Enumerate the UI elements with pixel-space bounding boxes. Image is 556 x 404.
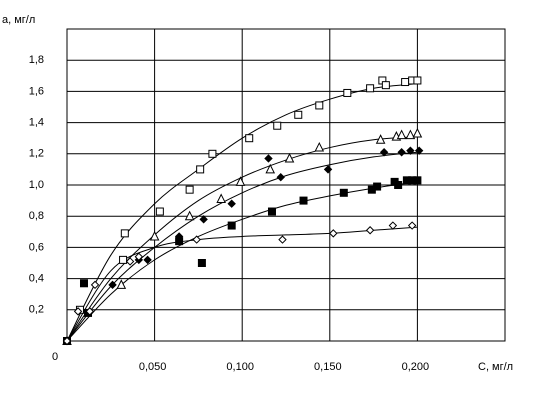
y-tick-label: 0,2 [29,304,44,316]
point [185,185,194,194]
x-tick-label: 0,200 [402,361,430,373]
point [414,146,424,155]
point [396,129,407,140]
point [375,134,386,144]
point [79,279,88,288]
point [315,101,324,110]
point [397,148,406,157]
y-tick-label: 1,2 [29,148,44,160]
point [267,207,276,216]
y-tick-label: 0,8 [29,210,44,222]
point [227,199,236,208]
x-axis-label: С, мг/л [478,361,513,373]
point [365,226,375,235]
point [199,215,208,224]
point [134,252,144,261]
fit-curve [66,83,418,342]
point [405,129,416,140]
point [314,141,325,152]
point [412,127,423,138]
point [265,163,276,174]
point [175,237,184,246]
point [264,154,273,163]
point [149,230,160,241]
point [155,207,164,216]
y-tick-label: 1,6 [29,85,44,97]
point [62,336,72,346]
point [406,146,415,155]
y-tick-label: 0,6 [29,241,44,253]
point [116,279,127,289]
y-tick-label: 1,4 [29,117,44,129]
point [73,307,83,316]
point [379,148,389,157]
x-tick-label: 0,150 [314,361,342,373]
point [245,134,254,143]
point [366,84,375,93]
fit-curve [66,136,418,342]
point [192,235,201,244]
point [413,76,422,85]
point [407,221,417,230]
point [108,280,117,290]
point [299,196,308,205]
x-tick-label: 0,100 [226,361,254,373]
point [401,78,410,87]
point [184,210,195,221]
point [143,255,152,265]
x-tick-label: 0,050 [139,361,167,373]
point [196,165,205,174]
point [323,165,333,174]
point [276,172,285,182]
y-axis-label: а, мг/л [2,14,35,26]
point [343,88,352,97]
point [273,121,282,130]
point [413,176,422,185]
fit-curve [66,226,418,342]
point [208,149,217,158]
x-tick-label: 0 [52,351,58,363]
point [373,182,382,191]
point [235,176,246,186]
point [227,221,236,230]
point [284,152,295,163]
point [125,257,135,266]
point [119,255,128,264]
point [294,110,303,119]
fit-curve [66,151,418,342]
point [329,229,338,238]
y-tick-label: 1,0 [29,179,44,191]
y-tick-label: 0,4 [29,273,44,285]
point [339,188,348,197]
point [394,181,403,189]
point [85,307,94,316]
point [388,221,398,230]
point [197,259,206,267]
y-tick-label: 1,8 [29,54,44,66]
point [216,193,226,204]
point [381,81,390,90]
point [90,280,100,290]
point [278,235,287,244]
point [120,229,129,238]
